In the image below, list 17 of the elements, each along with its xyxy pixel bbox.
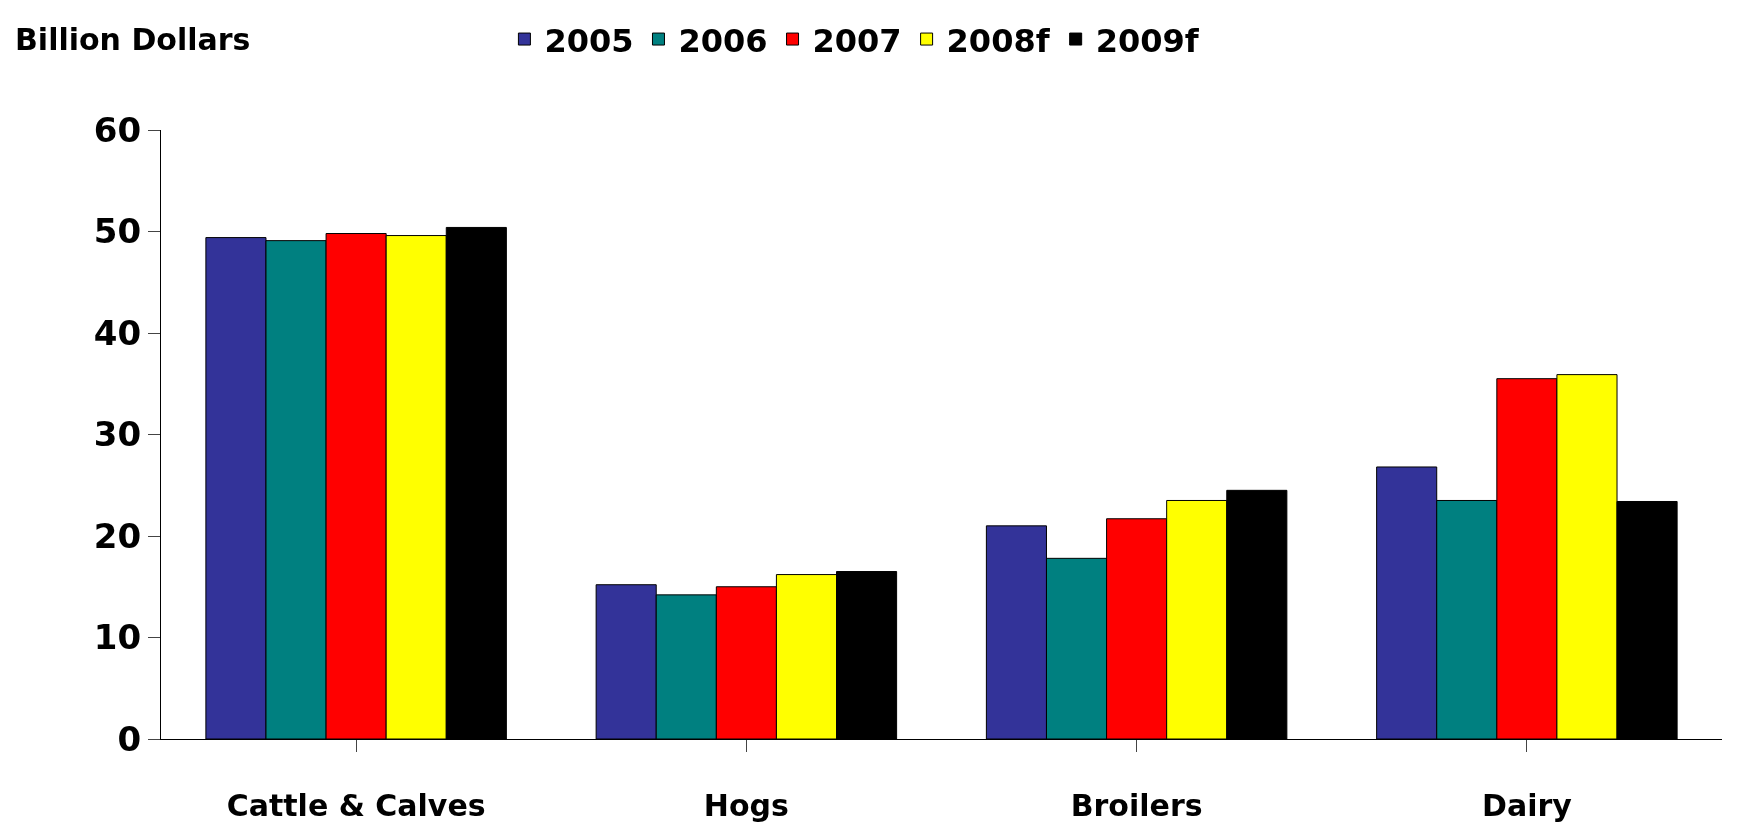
y-tick-label: 50 xyxy=(93,211,142,252)
x-tick-label: Hogs xyxy=(703,788,789,823)
legend-label: 2008f xyxy=(946,21,1051,60)
legend-label: 2009f xyxy=(1095,21,1200,60)
legend-label: 2007 xyxy=(812,21,902,60)
y-tick-label: 0 xyxy=(117,718,142,759)
y-tick-label: 60 xyxy=(93,109,142,150)
y-tick-label: 40 xyxy=(93,312,142,353)
y-tick-label: 10 xyxy=(93,617,142,658)
y-axis-title: Billion Dollars xyxy=(15,22,251,57)
x-tick-label: Cattle & Calves xyxy=(226,788,486,823)
legend-label: 2005 xyxy=(544,21,634,60)
y-tick-label: 30 xyxy=(93,414,142,455)
x-tick-label: Dairy xyxy=(1481,788,1573,823)
y-tick-label: 20 xyxy=(93,515,142,556)
x-tick-label: Broilers xyxy=(1070,788,1203,823)
legend-label: 2006 xyxy=(678,21,768,60)
